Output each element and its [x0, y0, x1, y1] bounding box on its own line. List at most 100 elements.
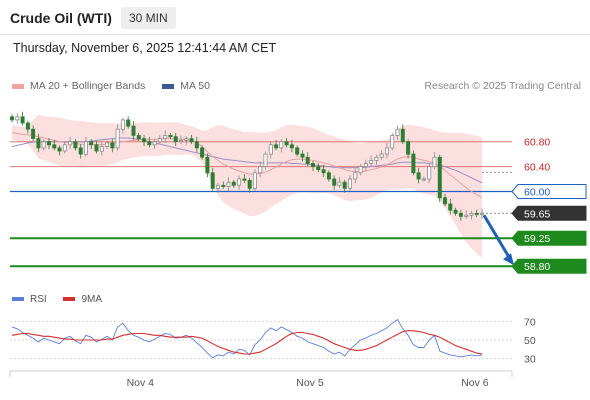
- candle-body: [347, 178, 352, 189]
- candle-body: [210, 172, 215, 189]
- price-legend: MA 20 + Bollinger Bands MA 50: [12, 80, 224, 92]
- candle-body: [406, 141, 411, 155]
- candle-body: [110, 142, 115, 149]
- candle-body: [300, 153, 305, 158]
- candle-body: [184, 138, 189, 141]
- candle-body: [231, 181, 236, 186]
- candle-body: [342, 181, 347, 189]
- candle-body: [89, 141, 94, 146]
- candle-body: [258, 166, 263, 174]
- bollinger-band: [12, 114, 482, 258]
- candle-body: [479, 212, 484, 215]
- candle-body: [147, 141, 152, 146]
- x-tick-label: Nov 4: [127, 377, 155, 389]
- candle-body: [94, 144, 99, 152]
- legend-swatch-ma50: [162, 83, 175, 89]
- candle-body: [353, 172, 358, 180]
- candle-body: [369, 159, 374, 164]
- legend-item-rsi: RSI: [12, 294, 47, 305]
- candle-body: [374, 156, 379, 161]
- candle-body: [83, 141, 88, 155]
- rsi-9ma-line: [11, 330, 483, 355]
- candle-body: [437, 156, 442, 199]
- candle-body: [379, 153, 384, 158]
- candle-body: [68, 141, 73, 146]
- candle-body: [78, 147, 83, 155]
- candle-body: [9, 116, 14, 121]
- x-tick-label: Nov 5: [296, 377, 324, 389]
- candle-body: [274, 144, 279, 149]
- candle-body: [363, 163, 368, 167]
- candle-body: [295, 147, 300, 155]
- candle-body: [41, 141, 46, 149]
- candle-body: [115, 128, 120, 149]
- level-label-58.80: 58.80: [524, 261, 550, 273]
- candle-body: [47, 141, 52, 146]
- timeframe-badge[interactable]: 30 MIN: [121, 7, 176, 29]
- rsi-line: [11, 318, 483, 359]
- candle-body: [390, 135, 395, 149]
- rsi-legend: RSI 9MA: [12, 294, 116, 305]
- candle-body: [416, 172, 421, 180]
- candle-body: [321, 169, 326, 174]
- candle-body: [226, 181, 231, 187]
- legend-label-ma50: MA 50: [180, 80, 210, 92]
- candle-body: [62, 144, 67, 152]
- level-label-59.25: 59.25: [524, 233, 550, 245]
- candle-body: [141, 138, 146, 143]
- candle-body: [200, 147, 205, 158]
- candle-body: [194, 141, 199, 149]
- candle-body: [427, 166, 432, 180]
- candle-body: [448, 203, 453, 211]
- candle-body: [279, 141, 284, 149]
- legend-label-rsi: RSI: [30, 294, 47, 305]
- candle-body: [131, 125, 136, 136]
- candle-body: [173, 136, 178, 143]
- candle-body: [332, 178, 337, 186]
- candle-body: [73, 141, 78, 149]
- rsi-tick-30: 30: [524, 354, 536, 366]
- candle-body: [20, 116, 25, 124]
- x-tick-label: Nov 6: [461, 377, 489, 389]
- candle-body: [400, 128, 405, 143]
- candle-body: [310, 163, 315, 167]
- candle-body: [453, 209, 458, 214]
- candle-body: [215, 184, 220, 189]
- candle-body: [31, 128, 36, 139]
- candle-body: [126, 119, 131, 127]
- level-tag-59.65: [511, 205, 587, 221]
- candle-body: [326, 172, 331, 180]
- candle-body: [247, 179, 252, 189]
- candle-body: [384, 147, 389, 155]
- candle-body: [221, 184, 226, 187]
- candle-body: [152, 141, 157, 146]
- instrument-title: Crude Oil (WTI): [10, 10, 112, 26]
- candle-body: [163, 135, 168, 139]
- level-tag-59.25: [511, 230, 587, 246]
- candle-body: [316, 166, 321, 171]
- candle-body: [136, 135, 141, 139]
- candle-body: [284, 141, 289, 146]
- level-label-60.40: 60.40: [524, 162, 550, 174]
- candle-body: [411, 153, 416, 174]
- candle-body: [15, 116, 20, 121]
- candle-body: [52, 144, 57, 149]
- candle-body: [36, 138, 41, 149]
- legend-label-ma20: MA 20 + Bollinger Bands: [30, 80, 146, 92]
- candle-body: [178, 139, 183, 142]
- candle-body: [99, 146, 104, 152]
- candle-body: [305, 156, 310, 164]
- candle-body: [421, 178, 426, 181]
- legend-swatch-9ma: [63, 297, 76, 302]
- legend-item-ma20: MA 20 + Bollinger Bands: [12, 80, 145, 92]
- forecast-arrow-head: [503, 253, 514, 266]
- candle-body: [25, 122, 30, 130]
- candle-body: [263, 153, 268, 168]
- candle-body: [120, 119, 125, 130]
- legend-swatch-rsi: [12, 297, 24, 302]
- candle-body: [252, 172, 257, 189]
- candle-body: [205, 156, 210, 174]
- candle-body: [458, 212, 463, 217]
- candle-body: [289, 144, 294, 149]
- legend-swatch-ma20: [12, 83, 24, 89]
